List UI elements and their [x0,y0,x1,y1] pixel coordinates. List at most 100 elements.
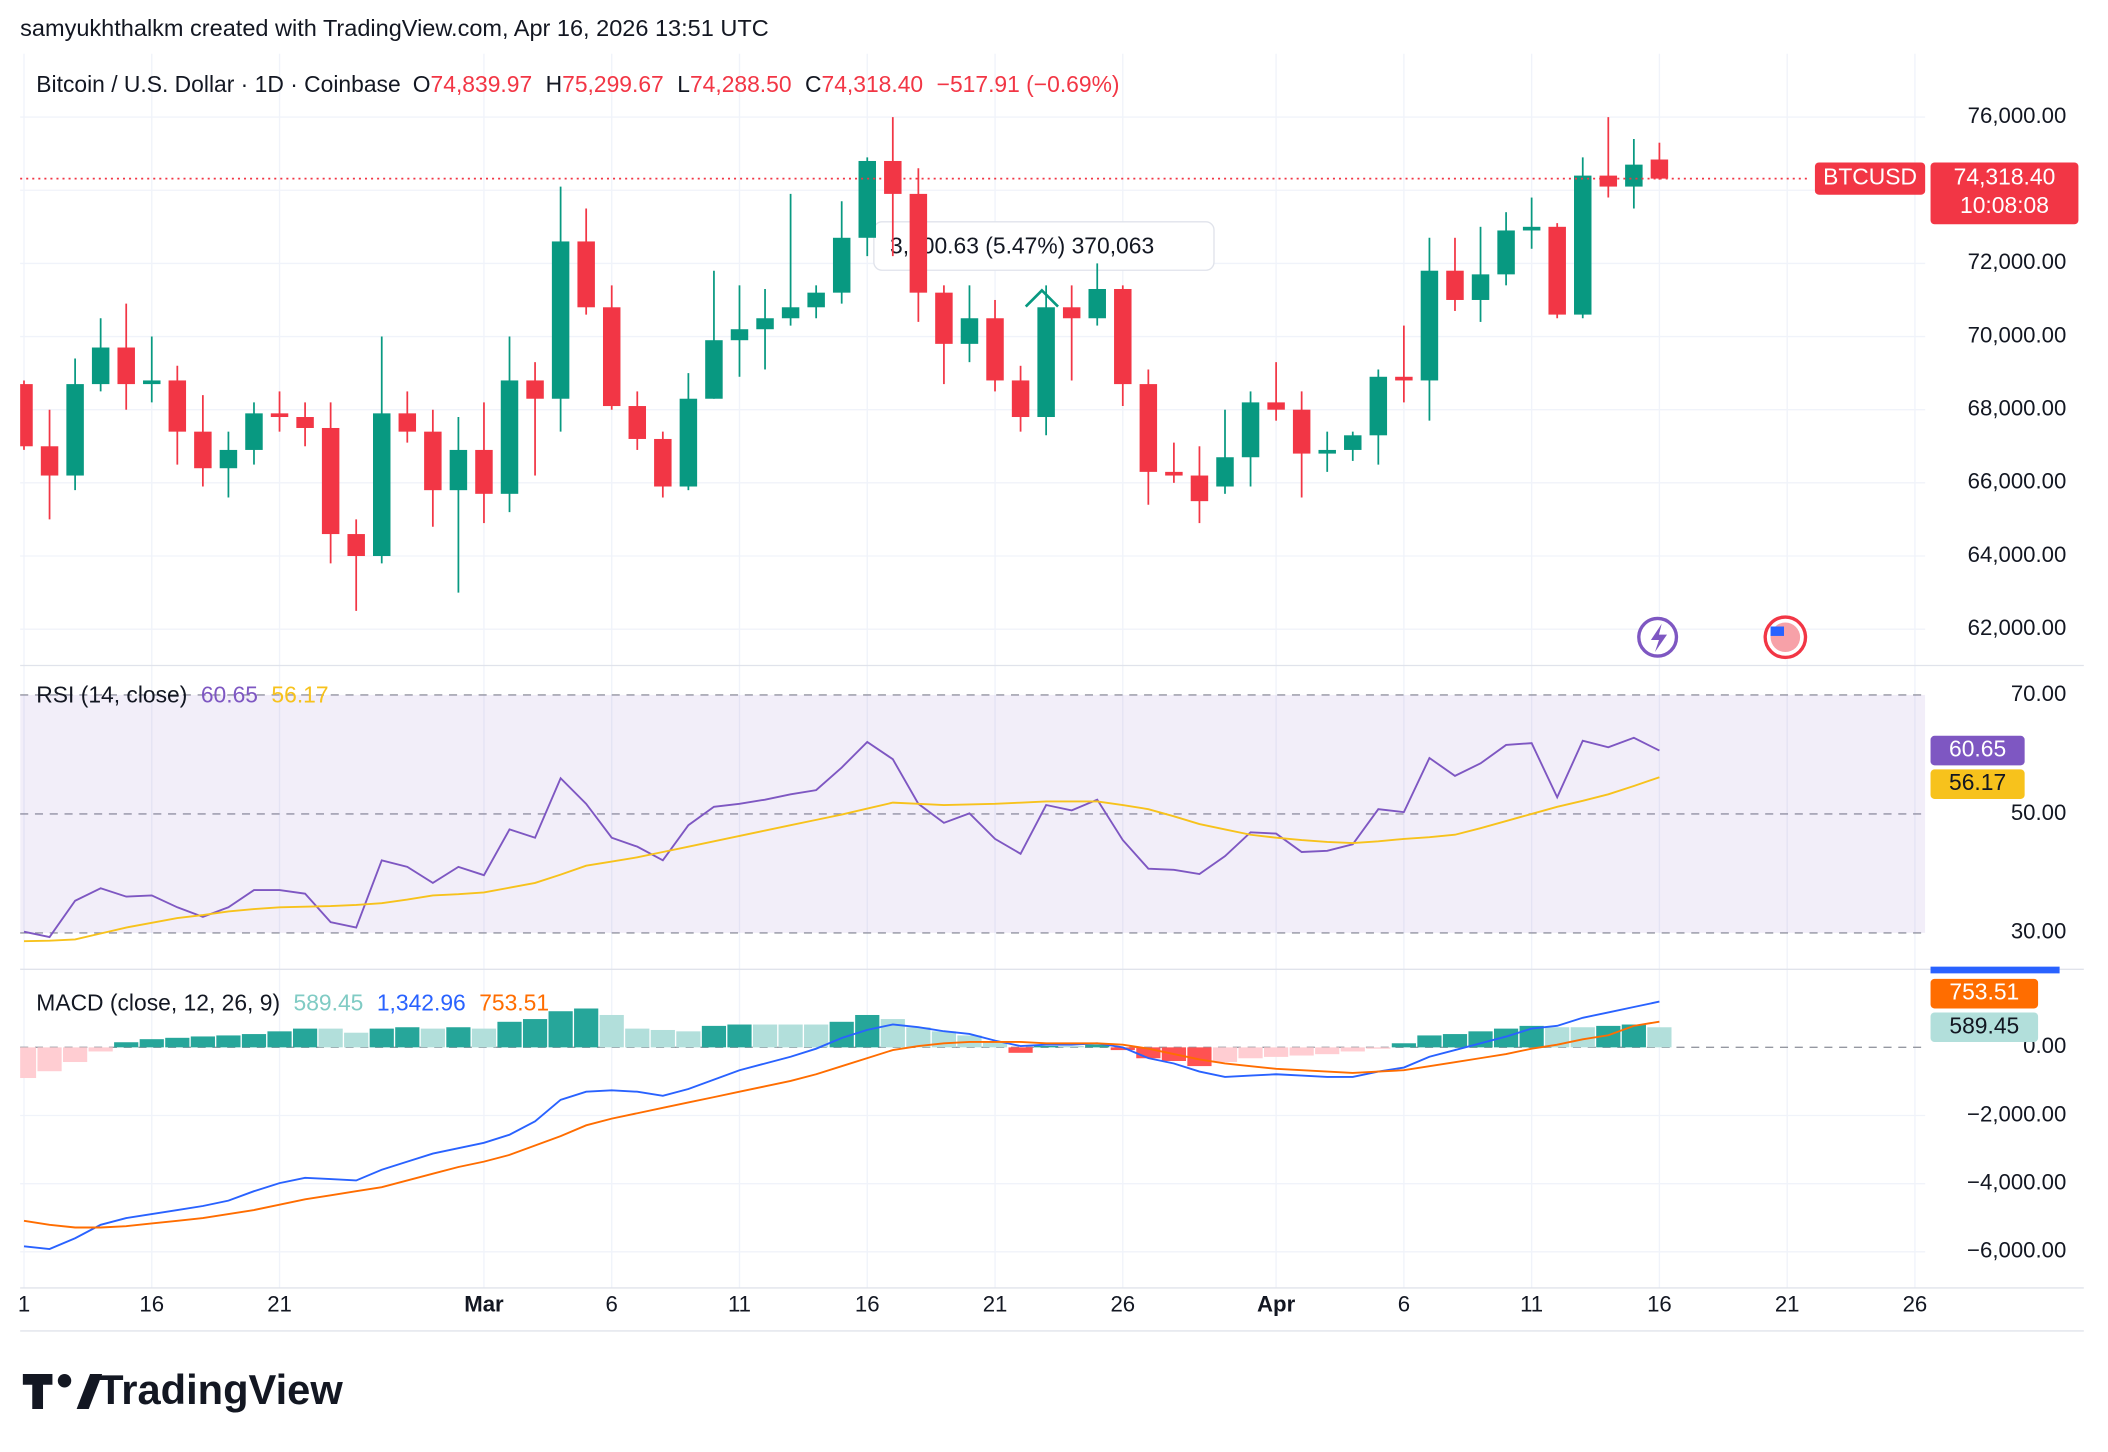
y-tick-label: −6,000.00 [1967,1238,2066,1263]
candle-body [1241,402,1260,458]
x-tick-label: Apr [1257,1291,1296,1316]
ohlc-key: L [677,71,690,97]
macd-histogram-bar [1187,1047,1212,1067]
candle-body [832,237,851,293]
macd-histogram-bar [497,1021,522,1048]
candle-body [1574,175,1592,315]
candle-body [1420,270,1439,381]
x-tick-label: 11 [1520,1291,1543,1316]
candle-body [1318,449,1336,454]
macd-histogram-bar [1366,1047,1391,1049]
candle-body [398,413,417,432]
axis-layer: 1 16 21 Mar 6 11 16 21 26 Apr 6 11 16 21 26 76,000.00 74… [18,103,2079,1316]
candle-body [756,318,774,330]
candle-body [143,380,161,385]
flag-canton [1770,626,1785,636]
macd-histogram-bar [1647,1027,1672,1048]
candle-body [1344,435,1362,450]
ohlc-key: H [546,71,563,97]
y-tick-label: 68,000.00 [1968,396,2067,421]
macd-histogram-bar [88,1047,113,1052]
value-tag [1930,978,2039,1009]
signal-marker [1024,288,1059,308]
macd-histogram-bar [1391,1043,1416,1048]
candle-body [628,406,647,439]
macd-histogram-bar [1570,1027,1595,1048]
macd-histogram-value: 589.45 [294,989,364,1015]
y-tick-label: 70.00 [2011,681,2066,706]
candle-body [935,292,953,344]
value-tag-text: 56.17 [1949,769,2006,795]
macd-legend: MACD (close, 12, 26, 9) 589.45 1,342.96 753… [36,989,549,1015]
macd-histogram-bar [778,1024,803,1048]
y-tick-label: 30.00 [2011,919,2066,944]
symbol-tag [1814,162,1926,195]
candle-body [960,318,979,344]
x-tick-label: 26 [1903,1291,1928,1316]
macd-histogram-bar [1621,1024,1646,1048]
candle-body [91,347,110,385]
x-tick-label: Mar [464,1291,504,1316]
candle-body [1395,376,1413,381]
candle-body [1522,226,1541,231]
macd-title: MACD (close, 12, 26, 9) [36,989,280,1015]
candle-body [1446,270,1464,300]
y-tick-label: 70,000.00 [1968,322,2067,347]
y-tick-label: 72,000.00 [1968,249,2067,274]
countdown: 10:08:08 [1960,192,2049,218]
y-tick-label: 62,000.00 [1968,615,2067,640]
ohlc-value: 75,299.67 [562,71,664,97]
candle-body [1267,402,1285,410]
value-tag-text: 60.65 [1949,736,2006,762]
candle-body [1088,288,1106,319]
candle-body [66,384,84,476]
candle-body [270,413,289,418]
candle-body [219,449,238,469]
ohlc-key: O [413,71,431,97]
macd-histogram-bar [1493,1028,1519,1048]
macd-histogram-bar [1417,1035,1442,1048]
candle-body [500,380,519,494]
candle-body [986,318,1004,381]
macd-histogram-bar [727,1024,752,1048]
macd-histogram-bar [548,1011,573,1048]
candle-body [1497,230,1515,275]
macd-histogram-bar [369,1028,394,1048]
candle-body [551,241,570,399]
x-tick-label: 11 [728,1291,751,1316]
macd-histogram-bar [139,1039,164,1048]
macd-histogram-bar [471,1028,497,1048]
candle-body [1625,164,1643,187]
macd-histogram-bar [1085,1044,1110,1048]
macd-histogram-bar [63,1047,88,1063]
candle-body [1548,226,1566,315]
candle-body [1190,475,1209,502]
macd-histogram-bar [1034,1045,1059,1048]
candle-body [1037,307,1055,418]
attribution: samyukhthalkm created with TradingView.c… [20,15,769,41]
candle-body [117,347,135,385]
macd-value: 1,342.96 [377,989,466,1015]
rsi-ma-line [23,776,1660,943]
macd-histogram-bar [1008,1047,1033,1053]
candle-body [40,446,59,476]
rsi-title: RSI (14, close) [36,681,187,707]
x-tick-label: 1 [18,1291,30,1316]
macd-histogram-bar [855,1014,880,1048]
logo-text: TradingView [98,1366,343,1413]
macd-histogram-bar [752,1024,778,1048]
macd-histogram-bar [1442,1034,1468,1048]
macd-histogram-bar [395,1027,420,1048]
indicator-plot [20,694,1926,1250]
price-change: −517.91 (−0.69%) [937,71,1120,97]
candle-body [424,431,442,491]
candle-body [1599,175,1618,187]
candle-body [1369,376,1388,436]
candle-body [858,160,876,238]
tradingview-logo: TradingView [22,1366,343,1413]
candle-body [602,307,621,407]
macd-histogram-bar [446,1027,471,1048]
signal-line [23,1020,1660,1229]
y-tick-label: 64,000.00 [1968,542,2067,567]
